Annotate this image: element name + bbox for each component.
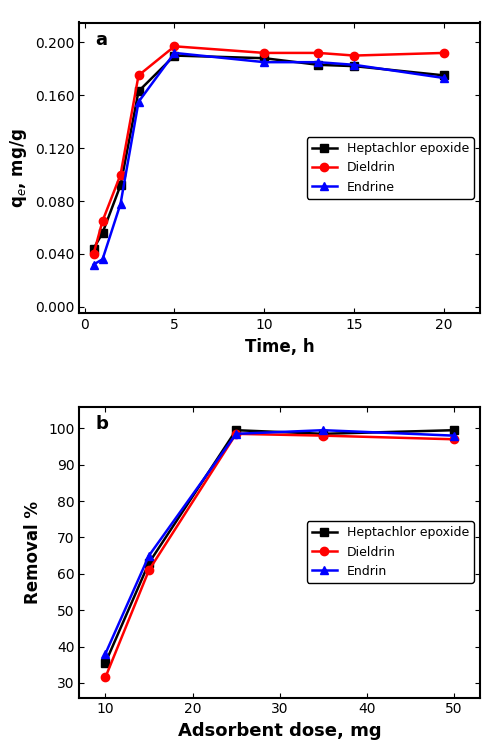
- Dieldrin: [233, 429, 239, 438]
- Line: Endrine: Endrine: [90, 49, 448, 268]
- Heptachlor epoxide: [102, 658, 108, 668]
- Line: Heptachlor epoxide: Heptachlor epoxide: [101, 426, 458, 667]
- Heptachlor epoxide: [172, 51, 178, 60]
- Dieldrin: [102, 673, 108, 682]
- Line: Dieldrin: Dieldrin: [90, 42, 448, 258]
- Endrine: [91, 260, 97, 269]
- Heptachlor epoxide: [118, 181, 124, 190]
- Endrine: [99, 255, 105, 264]
- Line: Endrin: Endrin: [101, 426, 458, 658]
- Dieldrin: [118, 170, 124, 179]
- Heptachlor epoxide: [136, 87, 142, 96]
- Endrin: [102, 650, 108, 658]
- Endrine: [261, 58, 267, 67]
- Endrine: [351, 60, 357, 69]
- Dieldrin: [99, 216, 105, 225]
- Dieldrin: [261, 49, 267, 58]
- Y-axis label: q$_e$, mg/g: q$_e$, mg/g: [8, 128, 29, 208]
- Legend: Heptachlor epoxide, Dieldrin, Endrine: Heptachlor epoxide, Dieldrin, Endrine: [306, 137, 474, 199]
- Heptachlor epoxide: [320, 429, 326, 438]
- Heptachlor epoxide: [441, 71, 447, 80]
- Heptachlor epoxide: [261, 54, 267, 63]
- Heptachlor epoxide: [233, 426, 239, 435]
- Endrine: [118, 200, 124, 208]
- Endrin: [320, 426, 326, 435]
- Dieldrin: [451, 435, 457, 444]
- X-axis label: Time, h: Time, h: [245, 338, 314, 356]
- Dieldrin: [320, 431, 326, 440]
- Endrine: [136, 98, 142, 106]
- Endrine: [315, 58, 321, 67]
- Line: Dieldrin: Dieldrin: [101, 430, 458, 682]
- Endrin: [146, 551, 152, 560]
- Dieldrin: [172, 42, 178, 51]
- Dieldrin: [146, 566, 152, 574]
- Endrin: [233, 429, 239, 438]
- Heptachlor epoxide: [91, 244, 97, 254]
- Legend: Heptachlor epoxide, Dieldrin, Endrin: Heptachlor epoxide, Dieldrin, Endrin: [306, 521, 474, 583]
- Heptachlor epoxide: [451, 426, 457, 435]
- Heptachlor epoxide: [315, 60, 321, 69]
- Dieldrin: [91, 250, 97, 259]
- Text: b: b: [95, 416, 108, 434]
- Dieldrin: [351, 51, 357, 60]
- Heptachlor epoxide: [146, 559, 152, 568]
- Endrin: [451, 431, 457, 440]
- Endrine: [441, 74, 447, 82]
- Dieldrin: [136, 71, 142, 80]
- X-axis label: Adsorbent dose, mg: Adsorbent dose, mg: [178, 722, 382, 740]
- Heptachlor epoxide: [351, 62, 357, 70]
- Y-axis label: Removal %: Removal %: [24, 500, 43, 604]
- Dieldrin: [315, 49, 321, 58]
- Line: Heptachlor epoxide: Heptachlor epoxide: [90, 52, 448, 253]
- Text: a: a: [95, 32, 107, 50]
- Endrine: [172, 49, 178, 58]
- Heptachlor epoxide: [99, 228, 105, 237]
- Dieldrin: [441, 49, 447, 58]
